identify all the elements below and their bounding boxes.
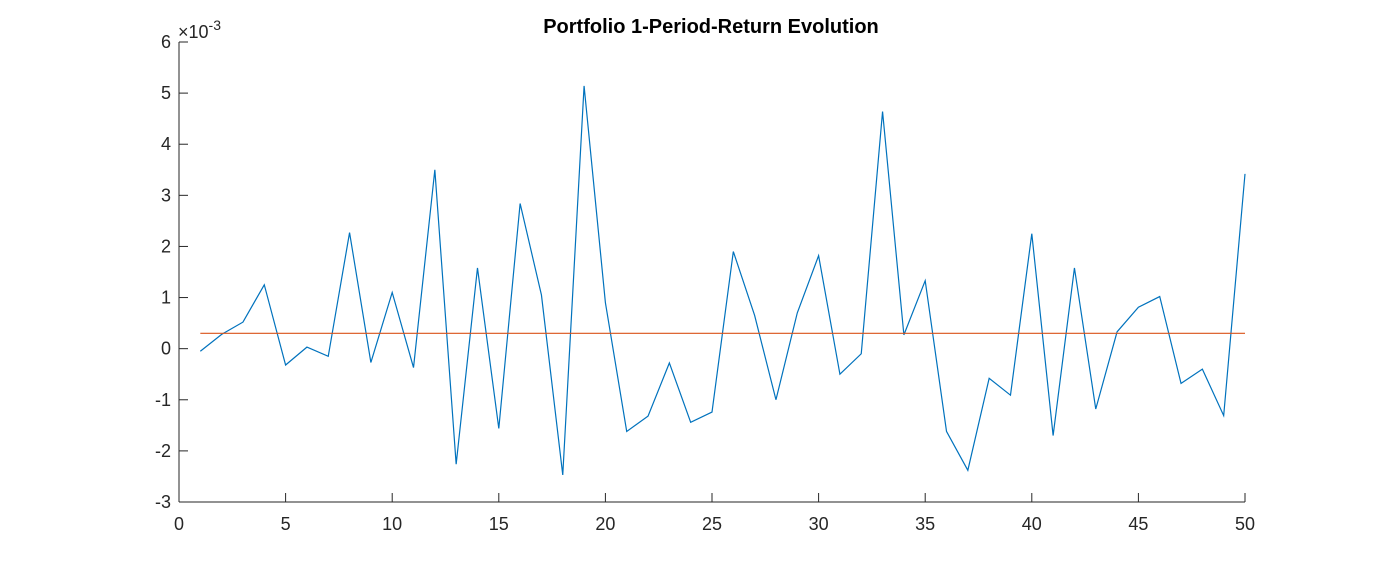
y-exponent-power: -3 bbox=[209, 17, 222, 33]
y-tick-label: 1 bbox=[161, 288, 171, 308]
series-layer bbox=[199, 85, 1246, 475]
y-tick-label: -2 bbox=[155, 441, 171, 461]
x-tick-label: 20 bbox=[595, 514, 615, 534]
x-tick-label: 25 bbox=[702, 514, 722, 534]
x-tick-label: 30 bbox=[809, 514, 829, 534]
chart-title: Portfolio 1-Period-Return Evolution bbox=[543, 16, 879, 38]
y-tick-label: -3 bbox=[155, 492, 171, 512]
x-tick-label: 45 bbox=[1128, 514, 1148, 534]
y-tick-label: 0 bbox=[161, 339, 171, 359]
y-tick-label: 6 bbox=[161, 32, 171, 52]
x-tick-label: 5 bbox=[281, 514, 291, 534]
x-tick-label: 15 bbox=[489, 514, 509, 534]
x-tick-label: 35 bbox=[915, 514, 935, 534]
x-tick-label: 40 bbox=[1022, 514, 1042, 534]
y-tick-label: 2 bbox=[161, 236, 171, 256]
y-exponent-label: ×10-3 bbox=[178, 17, 221, 42]
returns-series-line bbox=[199, 85, 1246, 475]
y-tick-label: 3 bbox=[161, 185, 171, 205]
x-tick-label: 10 bbox=[382, 514, 402, 534]
y-tick-label: 4 bbox=[161, 134, 171, 154]
x-tick-label: 0 bbox=[174, 514, 184, 534]
y-tick-label: -1 bbox=[155, 390, 171, 410]
y-tick-label: 5 bbox=[161, 83, 171, 103]
x-tick-label: 50 bbox=[1235, 514, 1255, 534]
